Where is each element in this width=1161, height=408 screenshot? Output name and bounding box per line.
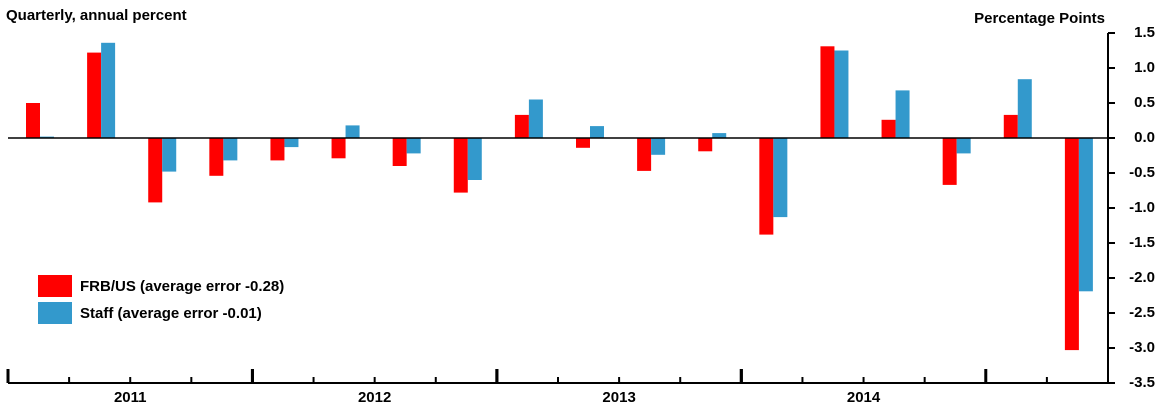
y-tick-label: -1.5 <box>1129 234 1155 251</box>
bar <box>698 138 713 152</box>
x-group-label: 2012 <box>358 389 391 406</box>
bar <box>406 138 421 154</box>
bar <box>773 138 788 218</box>
bar <box>895 90 910 138</box>
bar <box>209 138 224 176</box>
bar <box>576 138 590 148</box>
bar <box>651 138 666 155</box>
bar <box>759 138 774 235</box>
bar <box>637 138 652 171</box>
bar <box>148 138 163 203</box>
y-tick-label: -3.0 <box>1129 339 1155 356</box>
bar <box>590 126 604 138</box>
bar <box>87 52 102 138</box>
y-tick-label: 0.0 <box>1134 129 1155 146</box>
y-tick-label: -2.0 <box>1129 269 1155 286</box>
x-group-label: 2014 <box>847 389 881 406</box>
left-axis-label: Quarterly, annual percent <box>6 7 187 24</box>
bar <box>453 138 468 193</box>
bar <box>1003 114 1018 138</box>
y-tick-label: 1.5 <box>1134 24 1155 41</box>
y-tick-label: -2.5 <box>1129 304 1155 321</box>
legend-swatch <box>38 275 72 297</box>
bar <box>345 125 360 138</box>
legend-swatch <box>38 302 72 324</box>
bar <box>162 138 177 172</box>
bar <box>881 119 896 138</box>
y-tick-label: 1.0 <box>1134 59 1155 76</box>
x-group-label: 2013 <box>602 389 635 406</box>
bar <box>514 114 529 138</box>
bar <box>331 138 346 159</box>
right-axis-label: Percentage Points <box>974 10 1105 27</box>
bar <box>528 99 543 138</box>
y-tick-label: -0.5 <box>1129 164 1155 181</box>
bar <box>392 138 407 166</box>
bar <box>942 138 957 185</box>
y-tick-label: 0.5 <box>1134 94 1155 111</box>
bar <box>820 46 835 138</box>
bar <box>1078 138 1093 292</box>
bar <box>834 50 849 138</box>
y-tick-label: -1.0 <box>1129 199 1155 216</box>
bar <box>1017 79 1032 138</box>
bar <box>101 42 116 138</box>
bar <box>956 138 971 154</box>
bar <box>467 138 482 180</box>
bar <box>26 103 40 138</box>
x-group-label: 2011 <box>114 389 147 406</box>
bar <box>284 138 299 148</box>
bar <box>1064 138 1079 351</box>
legend-label: FRB/US (average error -0.28) <box>80 278 284 295</box>
legend-label: Staff (average error -0.01) <box>80 305 262 322</box>
y-tick-label: -3.5 <box>1129 374 1155 391</box>
bar <box>223 138 238 161</box>
bar <box>270 138 285 161</box>
bar <box>712 133 727 138</box>
